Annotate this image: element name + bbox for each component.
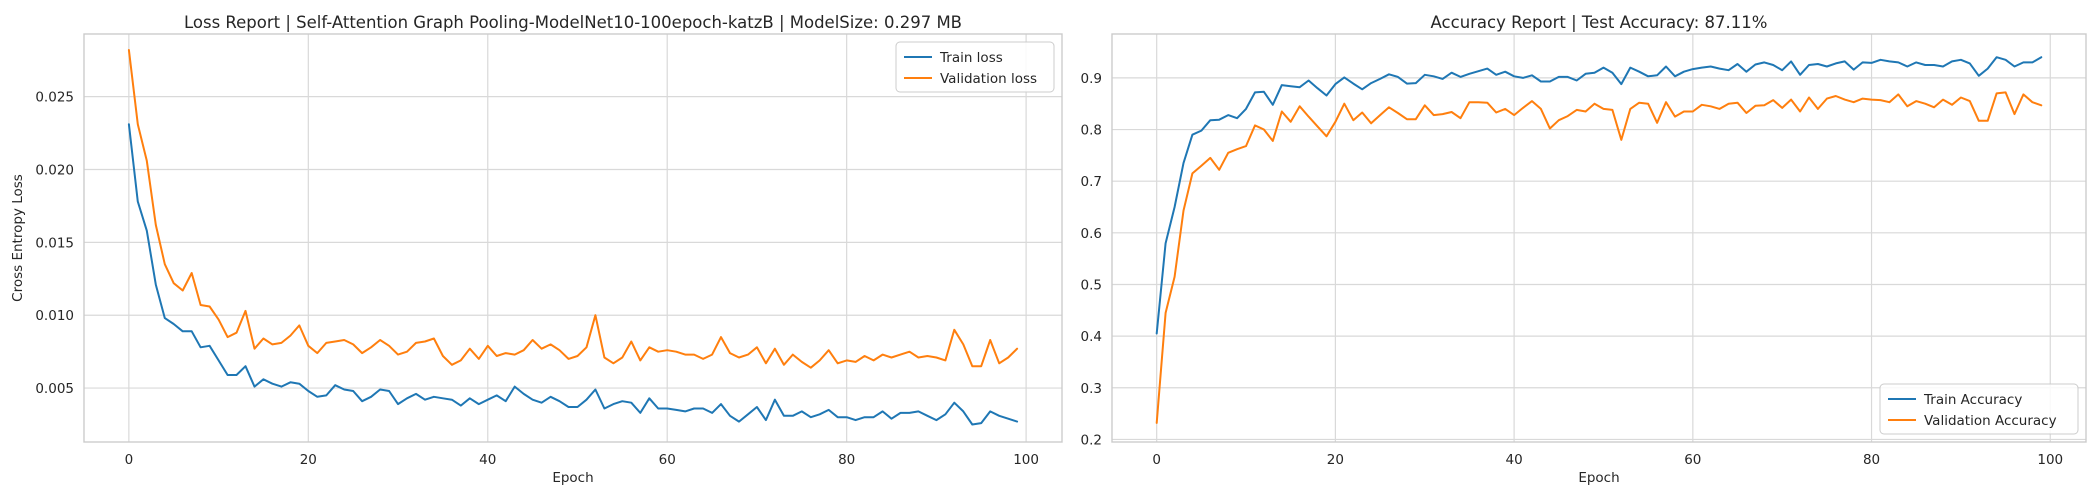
legend-label-validation: Validation loss bbox=[940, 71, 1037, 87]
y-axis-label: Cross Entropy Loss bbox=[10, 174, 26, 302]
x-tick-label: 0 bbox=[1152, 452, 1161, 468]
y-tick-label: 0.010 bbox=[35, 308, 74, 324]
loss-chart: 0 20 40 60 80 100 0.005 0.010 0.015 0.020 0.025 Los… bbox=[10, 13, 1063, 486]
y-tick-label: 0.4 bbox=[1081, 329, 1102, 345]
chart-title: Accuracy Report | Test Accuracy: 87.11% bbox=[1431, 13, 1768, 32]
legend-label-train: Train Accuracy bbox=[1923, 392, 2022, 408]
legend-label-train: Train loss bbox=[939, 50, 1003, 66]
x-tick-label: 0 bbox=[125, 452, 134, 468]
y-tick-label: 0.5 bbox=[1081, 277, 1102, 293]
legend-box bbox=[895, 41, 1055, 93]
x-tick-label: 100 bbox=[2037, 452, 2063, 468]
y-tick-label: 0.025 bbox=[35, 90, 74, 106]
series-line-validation bbox=[1155, 91, 2043, 424]
x-tick-label: 20 bbox=[300, 452, 317, 468]
y-tick-label: 0.8 bbox=[1081, 123, 1102, 139]
legend-box bbox=[1879, 383, 2079, 435]
accuracy-chart: 0 20 40 60 80 100 0.2 0.3 0.4 0.5 0.6 0.7 0.8 0.9 Accu… bbox=[1081, 13, 2087, 486]
plot-frame bbox=[83, 33, 1063, 443]
legend: Train Accuracy Validation Accuracy bbox=[1879, 383, 2079, 435]
y-tick-label: 0.2 bbox=[1081, 432, 1102, 448]
y-tick-label: 0.020 bbox=[35, 163, 74, 179]
x-axis-label: Epoch bbox=[1578, 470, 1619, 486]
legend: Train loss Validation loss bbox=[895, 41, 1055, 93]
y-tick-label: 0.3 bbox=[1081, 381, 1102, 397]
legend-label-validation: Validation Accuracy bbox=[1924, 413, 2057, 429]
plot-frame bbox=[1111, 33, 2087, 443]
x-tick-label: 40 bbox=[479, 452, 496, 468]
y-tick-label: 0.6 bbox=[1081, 226, 1102, 242]
x-axis-label: Epoch bbox=[552, 470, 593, 486]
x-tick-label: 60 bbox=[659, 452, 676, 468]
x-tick-label: 80 bbox=[838, 452, 855, 468]
x-tick-label: 40 bbox=[1506, 452, 1523, 468]
x-tick-label: 100 bbox=[1013, 452, 1039, 468]
x-tick-label: 20 bbox=[1327, 452, 1344, 468]
y-tick-label: 0.005 bbox=[35, 381, 74, 397]
grid bbox=[84, 34, 1062, 442]
y-tick-label: 0.7 bbox=[1081, 174, 1102, 190]
series-line-train bbox=[1155, 56, 2043, 335]
grid bbox=[1112, 34, 2086, 442]
x-tick-label: 80 bbox=[1863, 452, 1880, 468]
y-tick-label: 0.015 bbox=[35, 235, 74, 251]
series-line-train bbox=[127, 123, 1019, 426]
chart-title: Loss Report | Self-Attention Graph Pooli… bbox=[184, 13, 962, 32]
series-line-validation bbox=[127, 49, 1019, 369]
y-tick-label: 0.9 bbox=[1081, 71, 1102, 87]
x-tick-label: 60 bbox=[1684, 452, 1701, 468]
